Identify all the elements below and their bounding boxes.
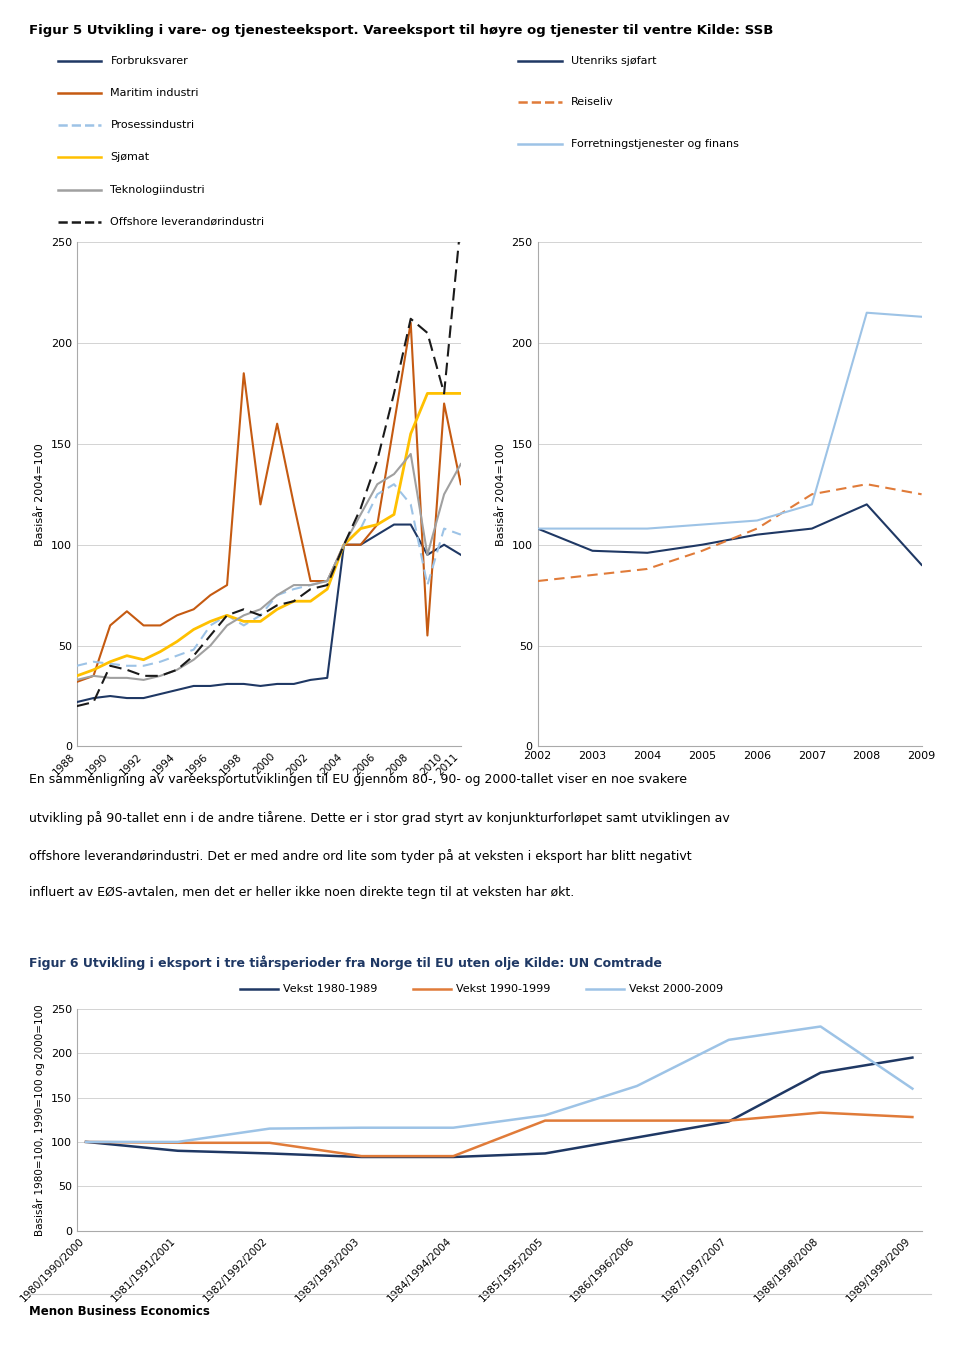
Text: RAPPORT: RAPPORT xyxy=(886,1309,952,1322)
Text: Figur 5 Utvikling i vare- og tjenesteeksport. Vareeksport til høyre og tjenester: Figur 5 Utvikling i vare- og tjenesteeks… xyxy=(29,24,773,38)
Text: Forbruksvarer: Forbruksvarer xyxy=(110,55,188,66)
Text: Offshore leverandørindustri: Offshore leverandørindustri xyxy=(110,217,265,227)
Text: Vekst 1980-1989: Vekst 1980-1989 xyxy=(283,983,377,994)
Text: Reiseliv: Reiseliv xyxy=(571,97,614,108)
Text: Maritim industri: Maritim industri xyxy=(110,87,199,98)
Text: Teknologiindustri: Teknologiindustri xyxy=(110,184,205,195)
Text: Utenriks sjøfart: Utenriks sjøfart xyxy=(571,55,657,66)
Text: utvikling på 90-tallet enn i de andre tiårene. Dette er i stor grad styrt av kon: utvikling på 90-tallet enn i de andre ti… xyxy=(29,811,730,824)
Text: Menon Business Economics: Menon Business Economics xyxy=(29,1305,209,1318)
Text: 10: 10 xyxy=(854,1309,872,1322)
Y-axis label: Basisår 2004=100: Basisår 2004=100 xyxy=(496,443,506,546)
Text: Forretningstjenester og finans: Forretningstjenester og finans xyxy=(571,140,739,149)
Text: influert av EØS-avtalen, men det er heller ikke noen direkte tegn til at veksten: influert av EØS-avtalen, men det er hell… xyxy=(29,886,574,900)
Y-axis label: Basisår 1980=100, 1990=100 og 2000=100: Basisår 1980=100, 1990=100 og 2000=100 xyxy=(34,1003,45,1236)
Text: Sjømat: Sjømat xyxy=(110,152,150,163)
Text: Figur 6 Utvikling i eksport i tre tiårsperioder fra Norge til EU uten olje Kilde: Figur 6 Utvikling i eksport i tre tiårsp… xyxy=(29,955,661,970)
Text: Vekst 2000-2009: Vekst 2000-2009 xyxy=(629,983,723,994)
Text: Prosessindustri: Prosessindustri xyxy=(110,120,195,130)
Text: Vekst 1990-1999: Vekst 1990-1999 xyxy=(456,983,550,994)
Y-axis label: Basisår 2004=100: Basisår 2004=100 xyxy=(36,443,45,546)
Text: offshore leverandørindustri. Det er med andre ord lite som tyder på at veksten i: offshore leverandørindustri. Det er med … xyxy=(29,849,691,862)
Text: En sammenligning av vareeksportutviklingen til EU gjennom 80-, 90- og 2000-talle: En sammenligning av vareeksportutvikling… xyxy=(29,773,686,787)
